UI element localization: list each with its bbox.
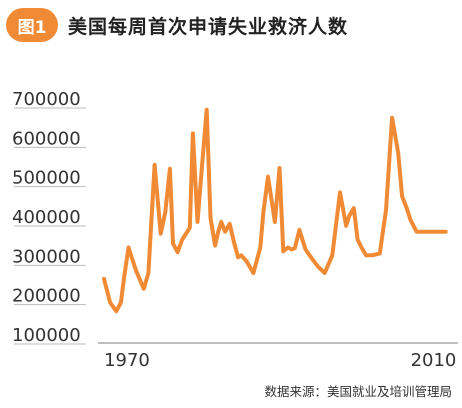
y-tick-label: 600000 [12,128,81,149]
y-tick-label: 500000 [12,168,81,189]
source-note: 数据来源：美国就业及培训管理局 [264,384,452,399]
y-tick-label: 400000 [12,207,81,228]
figure-header: 图1 美国每周首次申请失业救济人数 [6,8,348,42]
chart-title: 美国每周首次申请失业救济人数 [68,15,349,38]
x-tick-label: 2010 [411,350,457,371]
y-tick-label: 100000 [12,325,81,346]
y-tick-label: 200000 [12,286,81,307]
y-tick-label: 700000 [12,89,81,110]
series-line [102,107,448,314]
y-tick-label: 300000 [12,246,81,267]
figure-badge: 图1 [6,8,58,42]
x-tick-label: 1970 [104,350,150,371]
